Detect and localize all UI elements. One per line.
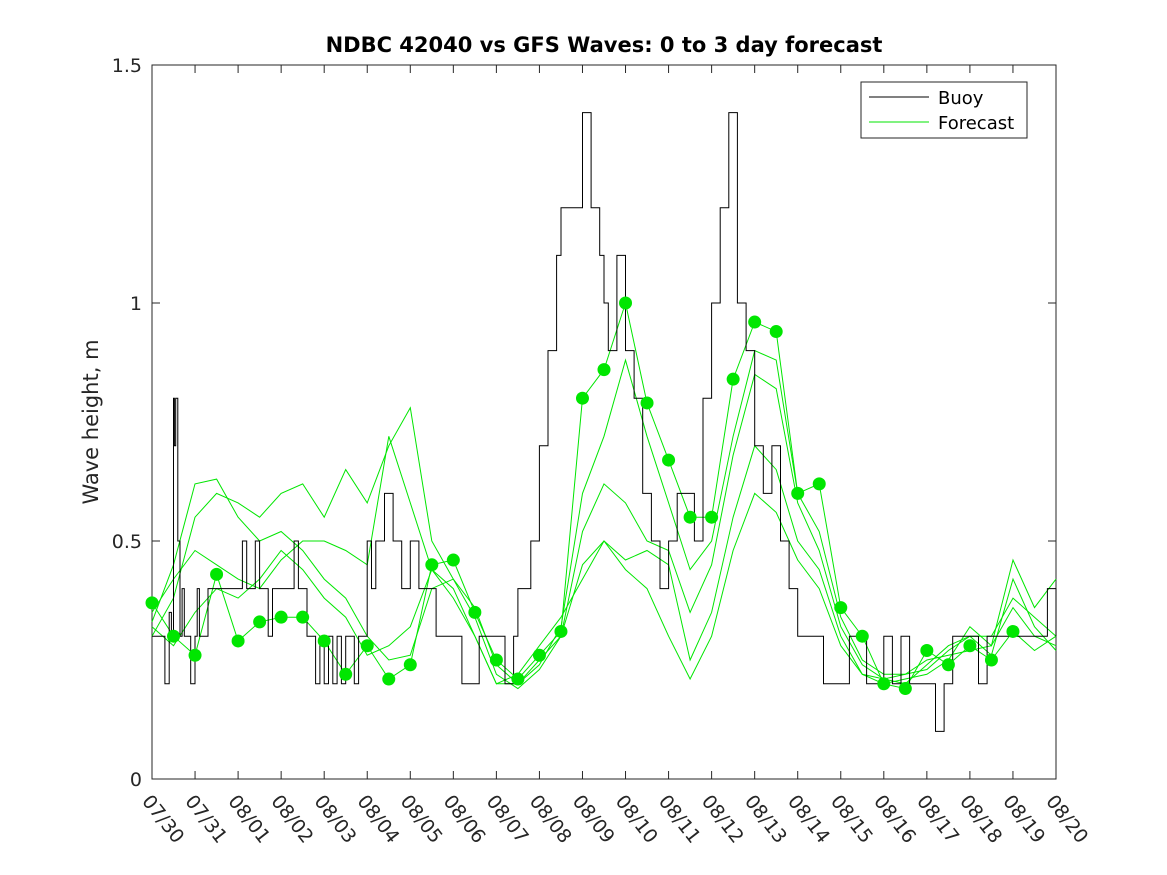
forecast-point (317, 634, 331, 648)
forecast-point (877, 677, 891, 691)
forecast-point (575, 391, 589, 405)
forecast-point (554, 624, 568, 638)
forecast-point (683, 510, 697, 524)
forecast-point (188, 648, 202, 662)
forecast-point (662, 453, 676, 467)
legend-box (860, 81, 1028, 139)
forecast-series-line-5 (151, 492, 1057, 685)
y-axis: 0 0.5 1 1.5 (112, 55, 1056, 791)
forecast-point (812, 477, 826, 491)
forecast-point (403, 658, 417, 672)
forecast-point (382, 672, 396, 686)
forecast-point (360, 639, 374, 653)
y-tick-label: 0.5 (112, 531, 142, 553)
y-tick-label: 1 (130, 293, 142, 315)
forecast-point (619, 296, 633, 310)
forecast-points (145, 296, 1020, 696)
forecast-point (489, 653, 503, 667)
forecast-point (231, 634, 245, 648)
legend: Buoy Forecast (860, 81, 1028, 139)
forecast-point (726, 372, 740, 386)
y-axis-label: Wave height, m (79, 339, 103, 504)
legend-buoy-label: Buoy (938, 88, 984, 109)
forecast-point (468, 605, 482, 619)
forecast-point (920, 643, 934, 657)
forecast-point (984, 653, 998, 667)
plot-area (151, 64, 1057, 780)
forecast-point (1006, 624, 1020, 638)
y-tick-label: 1.5 (112, 55, 142, 77)
forecast-point (253, 615, 267, 629)
forecast-point (425, 558, 439, 572)
forecast-point (296, 610, 310, 624)
legend-forecast-label: Forecast (938, 113, 1014, 134)
forecast-point (769, 325, 783, 339)
forecast-point (274, 610, 288, 624)
forecast-point (898, 682, 912, 696)
forecast-point (640, 396, 654, 410)
forecast-point (597, 363, 611, 377)
forecast-point (446, 553, 460, 567)
forecast-point (791, 486, 805, 500)
forecast-point (339, 667, 353, 681)
forecast-point (834, 601, 848, 615)
forecast-point (145, 596, 159, 610)
forecast-point (532, 648, 546, 662)
forecast-point (963, 639, 977, 653)
forecast-point (855, 629, 869, 643)
forecast-point (167, 629, 181, 643)
chart-title: NDBC 42040 vs GFS Waves: 0 to 3 day fore… (326, 33, 883, 57)
forecast-point (941, 658, 955, 672)
plot-content (145, 112, 1057, 732)
y-tick-label: 0 (130, 769, 142, 791)
forecast-point (748, 315, 762, 329)
forecast-point (210, 567, 224, 581)
forecast-point (705, 510, 719, 524)
forecast-point (511, 672, 525, 686)
